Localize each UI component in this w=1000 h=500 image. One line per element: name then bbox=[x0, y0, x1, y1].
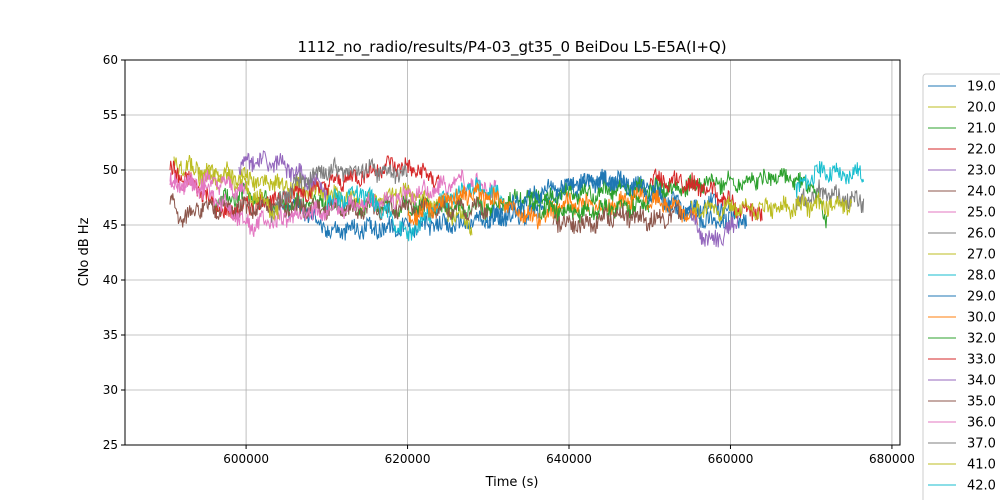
x-tick-label: 680000 bbox=[869, 452, 915, 466]
series-line-26.0 bbox=[270, 156, 408, 223]
legend-label: 28.0 bbox=[967, 269, 996, 284]
legend-label: 42.0 bbox=[967, 479, 996, 494]
y-tick-label: 50 bbox=[103, 163, 118, 177]
legend-label: 23.0 bbox=[967, 164, 996, 179]
x-axis-label: Time (s) bbox=[485, 475, 539, 490]
legend-label: 27.0 bbox=[967, 248, 996, 263]
series-line-33.0 bbox=[649, 168, 763, 222]
legend-label: 26.0 bbox=[967, 227, 996, 242]
series-line-41.0 bbox=[690, 192, 852, 223]
y-tick-label: 25 bbox=[103, 438, 118, 452]
legend-box bbox=[922, 73, 1000, 500]
x-tick-label: 660000 bbox=[708, 452, 754, 466]
x-tick-label: 640000 bbox=[546, 452, 592, 466]
series-line-42.0 bbox=[795, 160, 865, 198]
legend-label: 35.0 bbox=[967, 395, 996, 410]
y-tick-label: 55 bbox=[103, 108, 118, 122]
legend-label: 32.0 bbox=[967, 332, 996, 347]
y-tick-label: 30 bbox=[103, 383, 118, 397]
series-layer bbox=[169, 150, 865, 248]
series-line-32.0 bbox=[528, 191, 650, 223]
legend-label: 34.0 bbox=[967, 374, 996, 389]
y-axis-ticks: 25 30 35 40 45 50 55 60 bbox=[103, 53, 125, 452]
legend-label: 20.0 bbox=[967, 101, 996, 116]
legend-label: 22.0 bbox=[967, 143, 996, 158]
x-tick-label: 620000 bbox=[385, 452, 431, 466]
series-line-35.0 bbox=[552, 202, 682, 234]
legend-label: 41.0 bbox=[967, 458, 996, 473]
legend-label: 24.0 bbox=[967, 185, 996, 200]
y-tick-label: 40 bbox=[103, 273, 118, 287]
legend-label: 33.0 bbox=[967, 353, 996, 368]
y-tick-label: 35 bbox=[103, 328, 118, 342]
series-line-34.0 bbox=[690, 207, 739, 248]
legend: 19.0 20.0 21.0 22.0 23.0 24.0 25.0 26.0 27.0 28.0… bbox=[922, 73, 1000, 500]
series-line-36.0 bbox=[169, 169, 247, 201]
legend-label: 29.0 bbox=[967, 290, 996, 305]
legend-label: 36.0 bbox=[967, 416, 996, 431]
legend-label: 21.0 bbox=[967, 122, 996, 137]
legend-label: 25.0 bbox=[967, 206, 996, 221]
legend-label: 30.0 bbox=[967, 311, 996, 326]
y-tick-label: 60 bbox=[103, 53, 118, 67]
chart-title: 1112_no_radio/results/P4-03_gt35_0 BeiDo… bbox=[297, 38, 726, 57]
y-axis-label: CNo dB Hz bbox=[77, 217, 92, 286]
legend-label: 37.0 bbox=[967, 437, 996, 452]
series-line-27.0 bbox=[197, 166, 279, 222]
x-axis-ticks: 600000 620000 640000 660000 680000 bbox=[223, 445, 915, 466]
plot-frame bbox=[124, 59, 901, 446]
x-tick-label: 600000 bbox=[223, 452, 269, 466]
y-tick-label: 45 bbox=[103, 218, 118, 232]
legend-label: 19.0 bbox=[967, 80, 996, 95]
